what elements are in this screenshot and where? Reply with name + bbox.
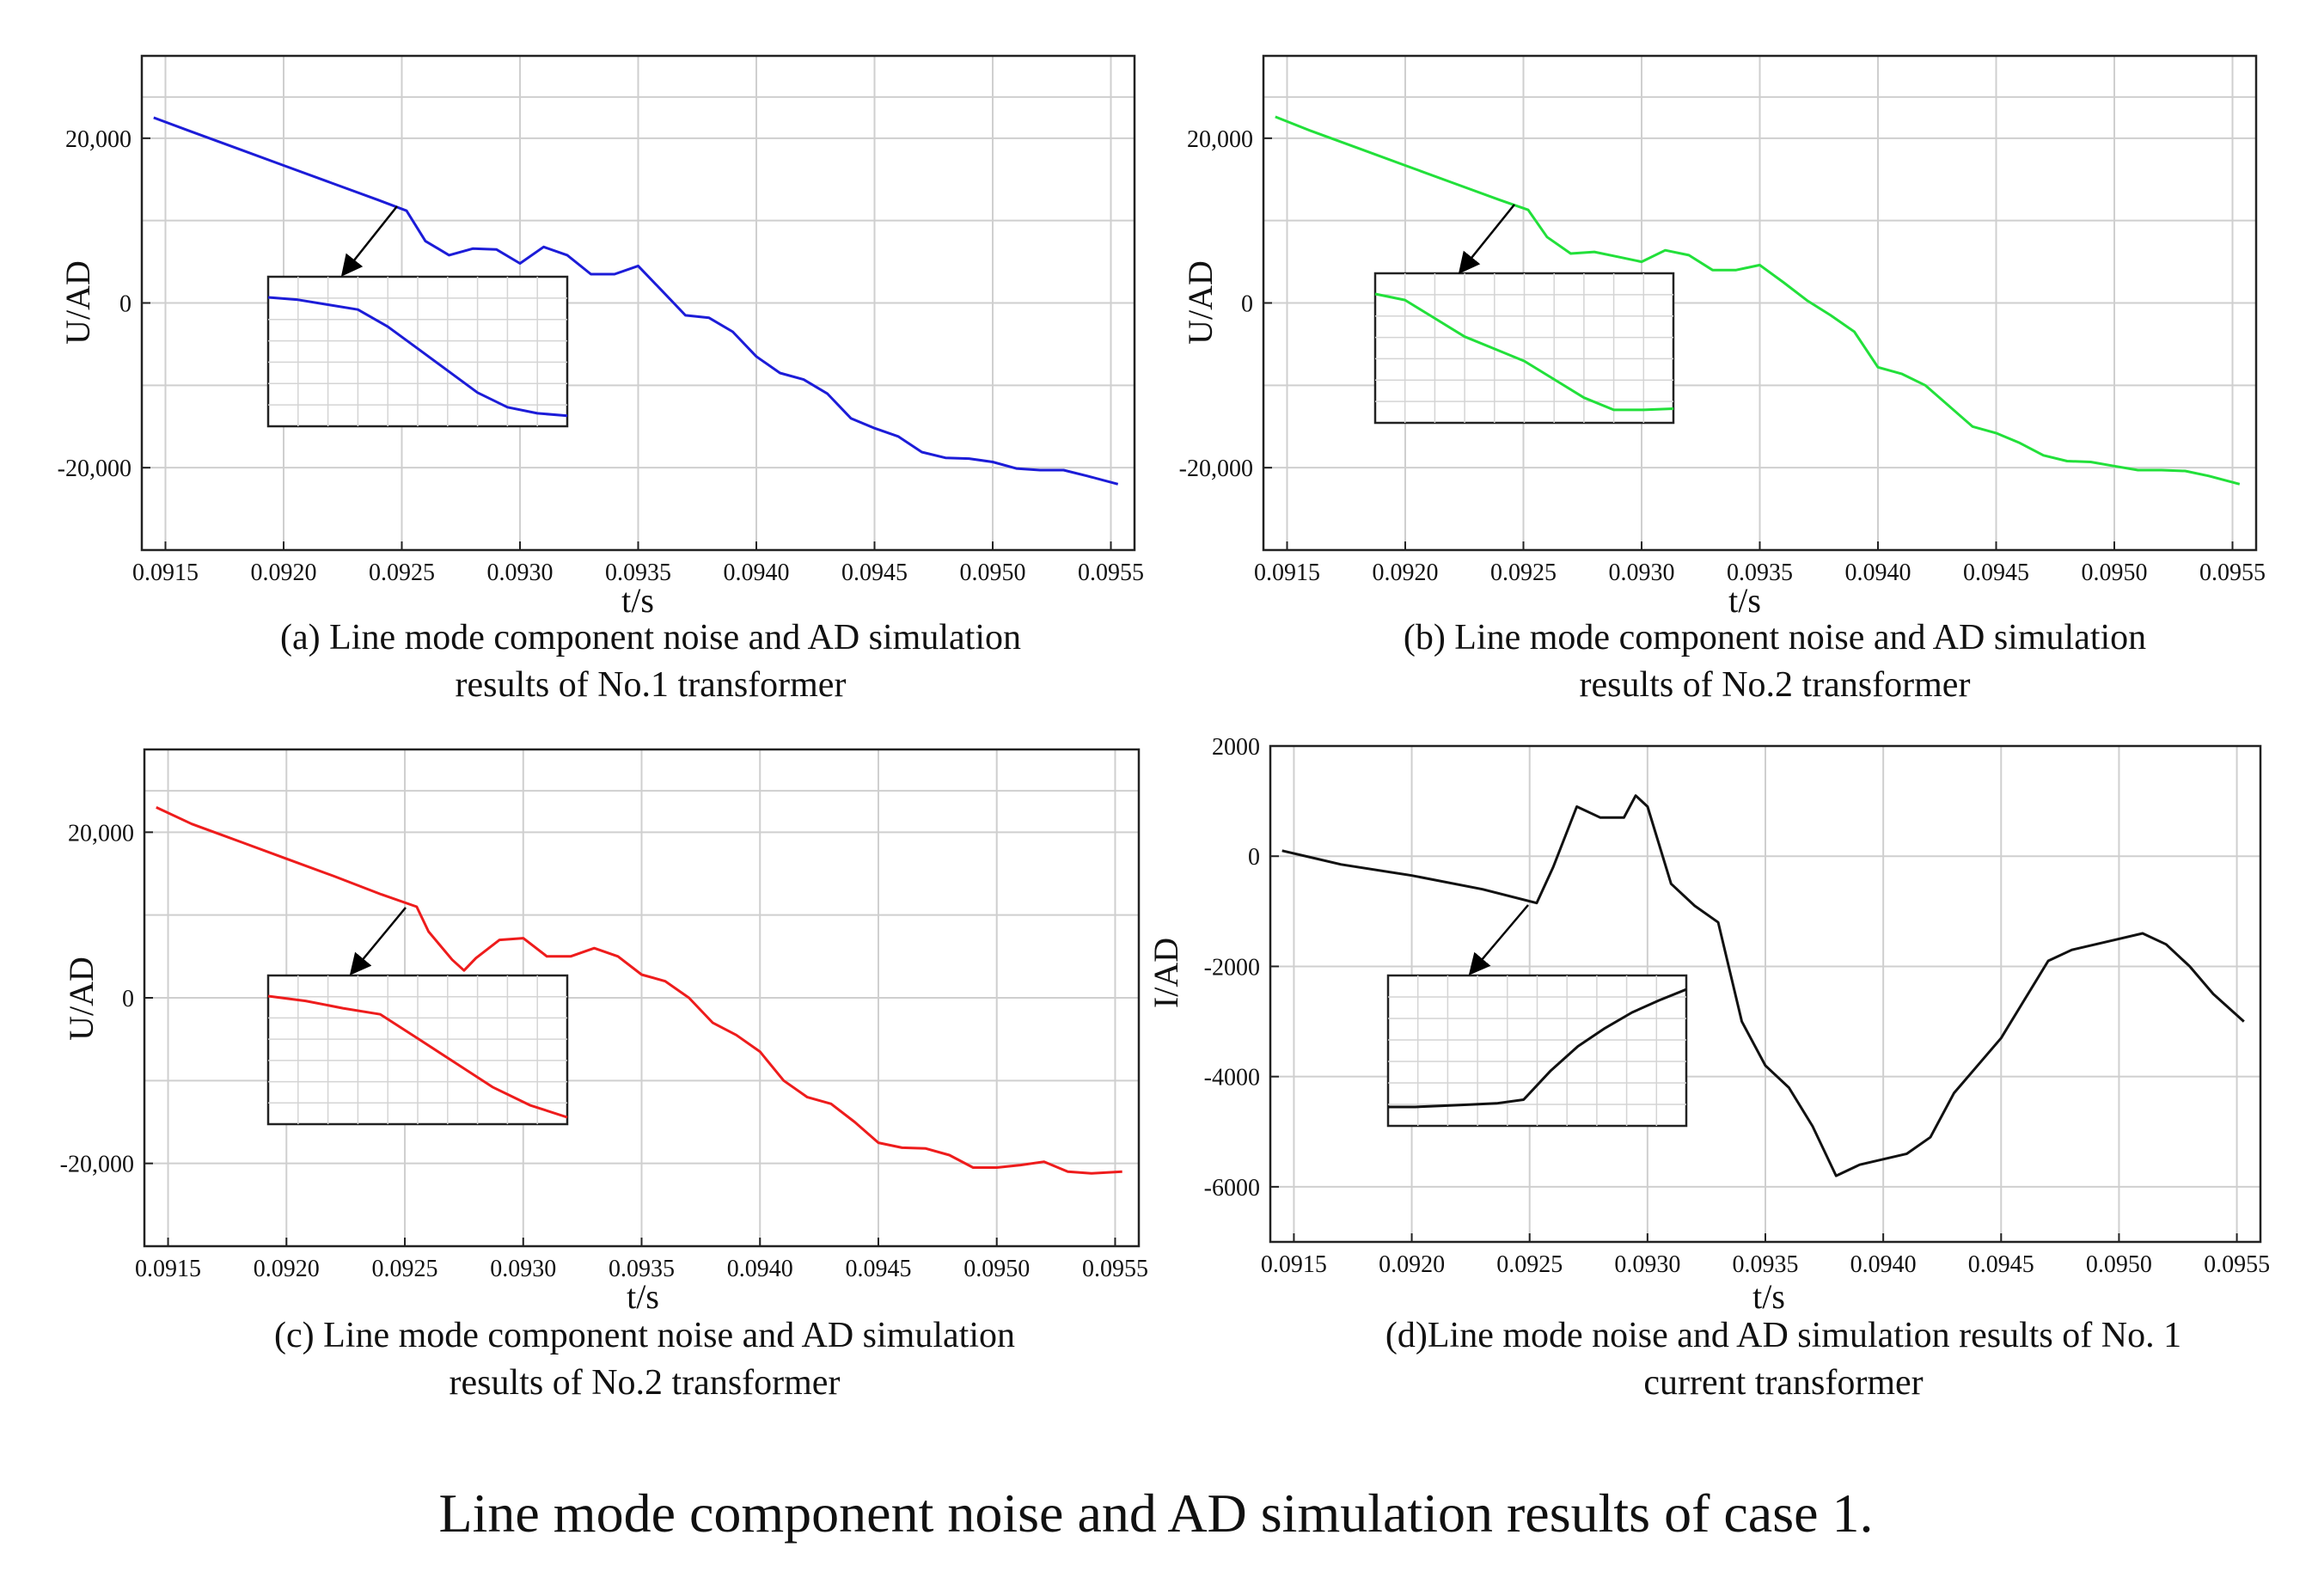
y-tick-label: -20,000 — [1179, 456, 1253, 482]
y-tick-label: 0 — [1241, 291, 1253, 318]
x-axis-label: t/s — [627, 1277, 659, 1316]
series-line-c — [156, 806, 1122, 1175]
panel-a: 0.0915 0.0920 0.0925 0.0930 0.0935 0.0940 0.09… — [58, 54, 1144, 705]
y-tick-label: 0 — [119, 291, 132, 318]
x-tick-label: 0.0925 — [372, 1256, 438, 1282]
pointer-arrow — [1458, 204, 1515, 274]
series-line-a — [153, 116, 1119, 486]
y-tick-label: -20,000 — [58, 456, 132, 482]
y-axis-label: I/AD — [1147, 938, 1185, 1008]
x-tick-label: 0.0925 — [369, 560, 435, 586]
pointer-arrow — [349, 907, 407, 975]
x-tick-label: 0.0945 — [841, 560, 908, 586]
x-tick-label: 0.0925 — [1496, 1251, 1563, 1278]
x-tick-label: 0.0935 — [1733, 1251, 1799, 1278]
y-tick-label: 0 — [122, 986, 134, 1012]
panel-d: 0.0915 0.0920 0.0925 0.0930 0.0935 0.0940 0.09… — [1147, 734, 2270, 1403]
y-axis-label: U/AD — [62, 957, 101, 1041]
panel-caption-line1: (b) Line mode component noise and AD sim… — [1404, 618, 2146, 657]
x-tick-label: 0.0950 — [2082, 560, 2148, 586]
inset-line — [1388, 988, 1687, 1109]
panel-caption-line2: current transformer — [1643, 1363, 1923, 1403]
x-tick-label: 0.0940 — [1850, 1251, 1917, 1278]
y-tick-label: -4000 — [1204, 1065, 1260, 1092]
x-tick-label: 0.0915 — [1261, 1251, 1327, 1278]
x-tick-label: 0.0915 — [135, 1256, 201, 1282]
panel-caption-line1: (d)Line mode noise and AD simulation res… — [1385, 1316, 2181, 1355]
x-tick-label: 0.0930 — [487, 560, 554, 586]
x-tick-label: 0.0935 — [609, 1256, 675, 1282]
x-tick-label: 0.0930 — [490, 1256, 556, 1282]
y-tick-label: 20,000 — [65, 126, 132, 153]
x-tick-label: 0.0955 — [1082, 1256, 1148, 1282]
x-tick-label: 0.0955 — [1078, 560, 1144, 586]
x-tick-label: 0.0930 — [1609, 560, 1675, 586]
y-tick-label: -2000 — [1204, 954, 1260, 981]
panel-c: 0.0915 0.0920 0.0925 0.0930 0.0935 0.0940 0.09… — [60, 748, 1148, 1403]
panel-caption-line2: results of No.1 transformer — [456, 665, 847, 705]
inset-line — [1374, 292, 1674, 412]
x-tick-label: 0.0935 — [1727, 560, 1793, 586]
x-tick-label: 0.0915 — [132, 560, 199, 586]
x-tick-label: 0.0925 — [1490, 560, 1557, 586]
y-tick-label: 20,000 — [1187, 126, 1253, 153]
y-axis-label: U/AD — [1181, 260, 1220, 345]
panel-caption-line1: (a) Line mode component noise and AD sim… — [280, 618, 1021, 657]
x-axis-label: t/s — [621, 581, 654, 620]
y-tick-label: -20,000 — [60, 1152, 134, 1178]
x-axis-label: t/s — [1728, 581, 1761, 620]
x-tick-label: 0.0915 — [1254, 560, 1320, 586]
pointer-arrow — [1468, 904, 1529, 975]
x-tick-label: 0.0920 — [254, 1256, 320, 1282]
x-tick-label: 0.0945 — [845, 1256, 911, 1282]
series-line-b — [1275, 115, 2241, 486]
figure-caption: Line mode component noise and AD simulat… — [439, 1483, 1874, 1544]
panel-caption-line1: (c) Line mode component noise and AD sim… — [274, 1316, 1015, 1355]
x-tick-label: 0.0950 — [960, 560, 1026, 586]
x-tick-label: 0.0955 — [2204, 1251, 2270, 1278]
x-tick-label: 0.0955 — [2199, 560, 2266, 586]
y-tick-label: 20,000 — [68, 820, 134, 847]
x-tick-label: 0.0940 — [727, 1256, 793, 1282]
x-tick-label: 0.0920 — [1373, 560, 1439, 586]
x-tick-label: 0.0930 — [1614, 1251, 1680, 1278]
x-tick-label: 0.0920 — [1379, 1251, 1445, 1278]
y-tick-label: -6000 — [1204, 1175, 1260, 1202]
x-tick-label: 0.0945 — [1963, 560, 2029, 586]
pointer-arrow — [340, 205, 398, 277]
inset-line — [267, 296, 568, 418]
x-tick-label: 0.0920 — [251, 560, 317, 586]
x-tick-label: 0.0945 — [1968, 1251, 2034, 1278]
inset-line — [267, 994, 568, 1119]
x-tick-label: 0.0940 — [1845, 560, 1911, 586]
x-tick-label: 0.0940 — [724, 560, 790, 586]
y-tick-label: 0 — [1248, 844, 1260, 871]
x-axis-label: t/s — [1752, 1277, 1785, 1316]
panel-caption-line2: results of No.2 transformer — [1580, 665, 1971, 705]
panel-b: 0.0915 0.0920 0.0925 0.0930 0.0935 0.0940 0.09… — [1179, 54, 2266, 705]
x-tick-label: 0.0950 — [2086, 1251, 2152, 1278]
x-tick-label: 0.0935 — [605, 560, 671, 586]
x-tick-label: 0.0950 — [963, 1256, 1030, 1282]
panel-caption-line2: results of No.2 transformer — [450, 1363, 841, 1403]
y-axis-label: U/AD — [58, 260, 97, 345]
y-tick-label: 2000 — [1212, 734, 1260, 761]
series-line-d — [1281, 794, 2245, 1177]
